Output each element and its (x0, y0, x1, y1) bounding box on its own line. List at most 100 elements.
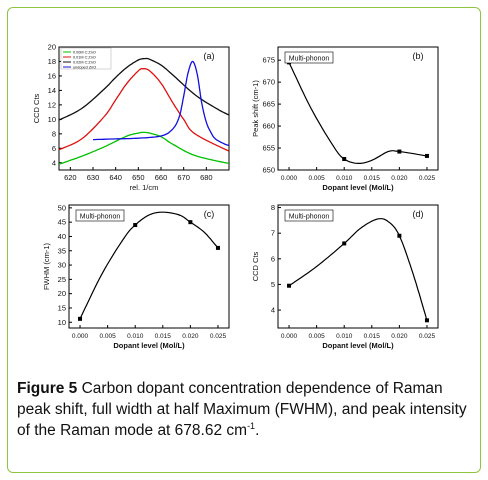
panel-2-data-point (188, 220, 193, 225)
panel-3-y-tick-label: 7 (271, 229, 275, 238)
panel-0-legend-label-1: 0.01M C:ZnO (73, 55, 96, 59)
panel-1-x-tick-label: 0.015 (364, 175, 381, 182)
panel-2-x-tick-label: 0.025 (210, 333, 227, 340)
panel-0-legend-label-3: undoped ZnO (73, 65, 96, 69)
panel-3-axes-frame (277, 204, 439, 329)
panel-3-data-point (397, 233, 402, 238)
panel-2-fit-curve (79, 211, 219, 320)
panel-0-legend-label-2: 0.02M C:ZnO (73, 60, 96, 64)
panel-3-x-tick-label: 0.005 (308, 333, 325, 340)
figure-frame (7, 7, 481, 473)
panel-0-series-line-2 (59, 57, 229, 121)
panel-2-x-tick-label: 0.020 (182, 333, 199, 340)
panel-1-axes-frame (277, 46, 439, 171)
panel-0-series-line-1 (59, 68, 229, 152)
panel-0-y-tick-label: 6 (52, 144, 56, 153)
panel-3-y-tick-label: 6 (271, 254, 275, 263)
panel-3-panel-letter: (d) (413, 209, 424, 219)
panel-2-y-tick-label: 15 (58, 303, 66, 312)
panel-2-panel-letter: (c) (204, 209, 215, 219)
panel-0-x-tick-label: 620 (64, 173, 77, 182)
panel-0-x-tick-label: 630 (87, 173, 100, 182)
panel-0-y-tick-label: 14 (48, 86, 56, 95)
panel-1-annotation: Multi-phonon (289, 55, 330, 62)
panel-0-y-tick-label: 10 (48, 115, 56, 124)
panel-2-y-tick-label: 50 (58, 203, 66, 212)
panel-2-x-tick-label: 0.010 (127, 333, 144, 340)
panel-2-x-tick-label: 0.015 (155, 333, 172, 340)
panel-3-data-point (424, 318, 429, 323)
panel-0-y-tick-label: 20 (48, 43, 56, 52)
panel-2-x-tick-label: 0.000 (72, 333, 89, 340)
panel-2-y-tick-label: 40 (58, 232, 66, 241)
panel-0-series-line-3 (93, 60, 229, 146)
panel-0-y-tick-label: 8 (52, 129, 56, 138)
panel-2-x-tick-label: 0.005 (99, 333, 116, 340)
panel-0-y-axis-label: CCD Cts (32, 93, 41, 123)
figure-caption: Figure 5 Carbon dopant concentration dep… (17, 378, 472, 441)
panel-2-y-tick-label: 45 (58, 218, 66, 227)
panel-3-x-tick-label: 0.010 (336, 333, 353, 340)
panel-1-x-axis-label: Dopant level (Mol/L) (322, 183, 394, 192)
panel-1-x-tick-label: 0.005 (308, 175, 325, 182)
panel-3-annotation-box (284, 209, 334, 222)
caption-label: Figure 5 (17, 380, 78, 397)
panel-1-y-tick-label: 670 (262, 78, 275, 87)
panel-1-data-point (424, 153, 429, 158)
panel-3-x-tick-label: 0.020 (391, 333, 408, 340)
panel-3-data-point (342, 241, 347, 246)
panel-1-x-tick-label: 0.010 (336, 175, 353, 182)
panel-0-legend-label-0: 0.00M C:ZnO (73, 50, 96, 54)
panel-3-fit-curve (288, 218, 428, 321)
panel-0-y-tick-label: 18 (48, 57, 56, 66)
panel-0-series-line-0 (59, 131, 229, 165)
panel-2-axes-frame (68, 204, 230, 329)
panel-1-panel-letter: (b) (413, 51, 424, 61)
panel-2-x-axis-label: Dopant level (Mol/L) (113, 341, 185, 350)
caption-end: . (255, 422, 260, 439)
panel-0-x-tick-label: 680 (200, 173, 213, 182)
panel-2-data-point (133, 223, 138, 228)
panel-2-y-tick-label: 20 (58, 289, 66, 298)
panel-1-y-tick-label: 660 (262, 122, 275, 131)
panel-3-y-tick-label: 8 (271, 203, 275, 212)
panel-2-y-tick-label: 25 (58, 275, 66, 284)
panel-0-legend-box (60, 47, 112, 70)
panel-1-x-tick-label: 0.025 (419, 175, 436, 182)
caption-superscript: -1 (247, 420, 256, 431)
panel-1-fit-curve (288, 62, 428, 164)
panel-3-annotation: Multi-phonon (289, 213, 330, 220)
panel-0-y-tick-label: 4 (52, 158, 56, 167)
panel-2-y-axis-label: FWHM (cm-1) (42, 242, 51, 290)
panel-2-annotation-box (75, 209, 125, 222)
panel-1-y-tick-label: 675 (262, 56, 275, 65)
panel-0-y-tick-label: 16 (48, 71, 56, 80)
panel-3-y-axis-label: CCD Cts (251, 251, 260, 281)
panel-1-data-point (342, 157, 347, 162)
panel-1-data-point (397, 149, 402, 154)
panel-3-x-tick-label: 0.015 (364, 333, 381, 340)
panel-0-x-axis-label: rel. 1/cm (130, 183, 159, 192)
panel-1-y-tick-label: 665 (262, 100, 275, 109)
panel-0-y-tick-label: 12 (48, 100, 56, 109)
panel-2-y-tick-label: 35 (58, 246, 66, 255)
panel-2-y-tick-label: 10 (58, 318, 66, 327)
panel-1-x-tick-label: 0.000 (281, 175, 298, 182)
panel-2-annotation: Multi-phonon (80, 213, 121, 220)
panel-0-x-tick-label: 660 (155, 173, 168, 182)
caption-text: Carbon dopant concentration dependence o… (17, 380, 467, 439)
panel-0-x-tick-label: 640 (109, 173, 122, 182)
panel-1-y-tick-label: 650 (262, 166, 275, 175)
panel-3-data-point (287, 283, 292, 288)
panel-2-data-point (215, 245, 220, 250)
panel-0-x-tick-label: 670 (177, 173, 190, 182)
panel-1-y-tick-label: 655 (262, 144, 275, 153)
panel-1-y-axis-label: Peak shift (cm-1) (251, 80, 260, 137)
panel-3-x-tick-label: 0.000 (281, 333, 298, 340)
panel-2-y-tick-label: 30 (58, 261, 66, 270)
panel-1-x-tick-label: 0.020 (391, 175, 408, 182)
panel-3-x-tick-label: 0.025 (419, 333, 436, 340)
panel-0-axes-frame (58, 46, 230, 171)
